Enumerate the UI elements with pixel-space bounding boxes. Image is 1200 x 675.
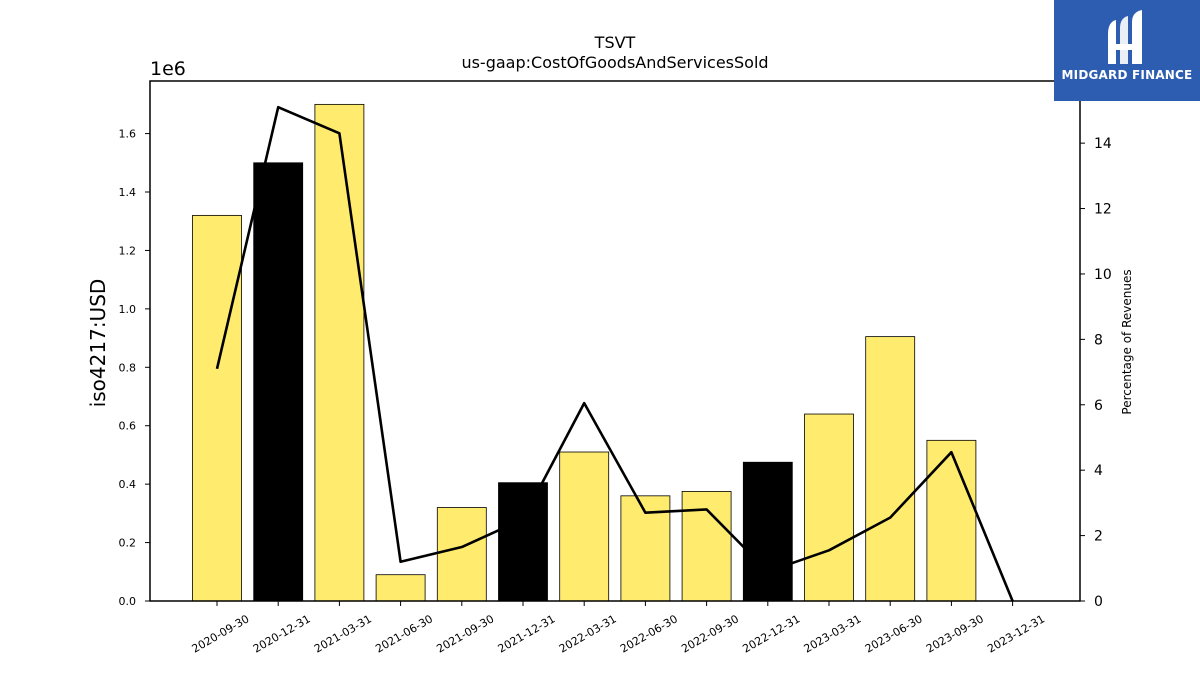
logo-text: MIDGARD FINANCE [1061,68,1193,82]
chart-title: TSVT [594,33,636,52]
x-tick-label: 2020-09-30 [190,612,252,655]
y2-tick-label: 8 [1094,332,1103,348]
line-layer [215,105,1014,602]
bar-2021-06-30 [375,574,426,602]
plot-frame [149,80,1081,602]
y-tick-label: 0.4 [119,478,137,491]
y2-axis-label: Percentage of Revenues [1120,269,1134,414]
x-tick-label: 2023-03-31 [802,612,864,655]
bar-2020-12-31 [253,162,304,602]
y2-tick-label: 10 [1094,267,1112,283]
bars-layer [192,103,977,602]
brand-logo: MIDGARD FINANCE [1054,0,1200,101]
x-tick-label: 2022-12-31 [740,612,802,655]
bar-2022-12-31 [742,461,793,602]
chart-subtitle: us-gaap:CostOfGoodsAndServicesSold [461,53,768,72]
bar-2023-03-31 [804,413,854,602]
x-tick-label: 2021-03-31 [312,612,374,655]
x-tick-label: 2023-12-31 [985,612,1047,655]
x-tick-label: 2021-09-30 [434,612,496,655]
y-tick-label: 0.0 [119,595,137,608]
bar-2021-03-31 [314,103,365,602]
x-tick-label: 2023-06-30 [863,612,925,655]
y-tick-label: 1.4 [119,186,137,199]
bar-2023-06-30 [865,336,916,602]
x-tick-label: 2020-12-31 [251,612,313,655]
logo-mark-icon [1108,10,1142,64]
y2-tick-label: 6 [1094,398,1103,414]
y-tick-label: 0.8 [119,361,137,374]
y-tick-label: 1.6 [119,128,137,141]
bar-2023-09-30 [926,439,977,602]
y2-tick-label: 0 [1094,594,1103,610]
x-tick-label: 2022-06-30 [618,612,680,655]
x-tick-label: 2023-09-30 [924,612,986,655]
bar-2022-03-31 [559,451,610,602]
x-tick-label: 2022-09-30 [679,612,741,655]
x-tick-label: 2021-12-31 [496,612,558,655]
y-axis-label: iso4217:USD [86,279,110,408]
bar-2022-09-30 [681,491,732,602]
y2-tick-label: 2 [1094,529,1103,545]
x-tick-label: 2021-06-30 [373,612,435,655]
y-offset-label: 1e6 [150,58,186,80]
bar-2021-12-31 [498,482,548,602]
bar-2020-09-30 [192,214,242,602]
percentage-line [215,105,1014,602]
y-tick-label: 0.2 [119,537,137,550]
y-tick-label: 1.2 [119,244,137,257]
x-tick-label: 2022-03-31 [557,612,619,655]
y-tick-label: 0.6 [119,420,137,433]
y2-tick-label: 12 [1094,202,1112,218]
bar-2021-09-30 [436,507,487,602]
y2-tick-label: 4 [1094,463,1103,479]
y-tick-label: 1.0 [119,303,137,316]
y2-tick-label: 14 [1094,136,1112,152]
